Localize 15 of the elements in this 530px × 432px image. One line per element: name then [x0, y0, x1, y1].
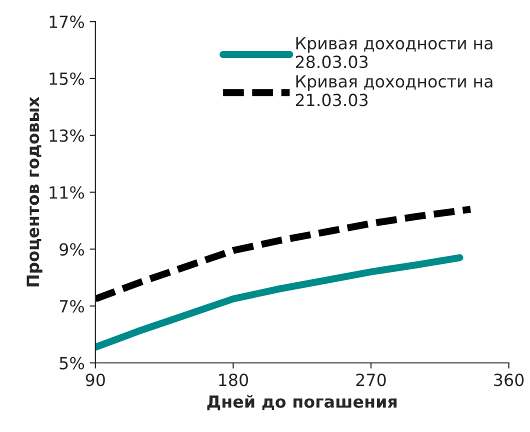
y-tick-label: 9% — [60, 243, 84, 256]
y-tick-label: 15% — [50, 72, 84, 86]
x-tick-label: 180 — [219, 374, 248, 386]
y-tick-label: 7% — [60, 300, 84, 313]
y-tick-label: 13% — [50, 129, 84, 142]
x-tick-label: 90 — [86, 374, 105, 386]
x-tick-label: 360 — [494, 374, 524, 386]
y-tick-label: 17% — [50, 16, 84, 28]
x-axis-title: Дней до погашения — [207, 394, 397, 410]
y-tick-label: 5% — [60, 356, 84, 370]
y-axis-title: Процентов годовых — [26, 96, 42, 286]
legend-label: Кривая доходности на 28.03.03 — [296, 37, 492, 68]
y-tick-label: 11% — [50, 186, 84, 199]
x-tick-label: 270 — [356, 374, 386, 386]
legend-label: Кривая доходности на 21.03.03 — [296, 75, 492, 106]
